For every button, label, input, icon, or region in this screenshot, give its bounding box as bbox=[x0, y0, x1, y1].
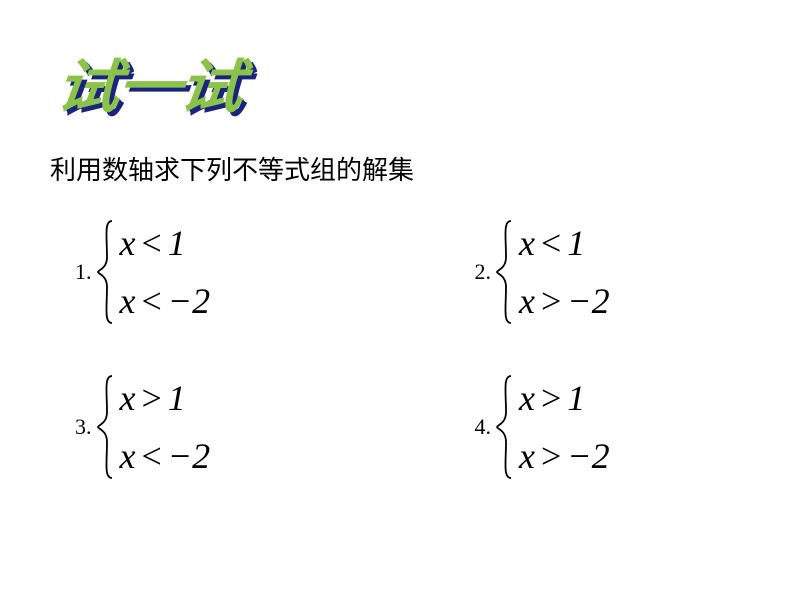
problem-4: 4. x>1 x>−2 bbox=[475, 372, 735, 482]
inequality-line: x>1 bbox=[120, 380, 211, 416]
rhs: −2 bbox=[567, 281, 609, 321]
left-brace-icon bbox=[94, 217, 116, 327]
instruction-text: 利用数轴求下列不等式组的解集 bbox=[50, 150, 744, 187]
variable: x bbox=[120, 378, 136, 418]
rhs: −2 bbox=[567, 436, 609, 476]
inequality-line: x<−2 bbox=[120, 283, 211, 319]
left-brace-icon bbox=[493, 217, 515, 327]
brace-group: x<1 x<−2 bbox=[94, 217, 211, 327]
title-front-text: 试一试 bbox=[53, 40, 246, 124]
problem-number: 1. bbox=[75, 259, 92, 285]
inequality-line: x>−2 bbox=[519, 283, 610, 319]
variable: x bbox=[120, 223, 136, 263]
variable: x bbox=[519, 223, 535, 263]
rhs: −2 bbox=[168, 436, 210, 476]
inequality-line: x<−2 bbox=[120, 438, 211, 474]
variable: x bbox=[120, 436, 136, 476]
operator: > bbox=[541, 436, 561, 476]
equation-stack: x>1 x<−2 bbox=[116, 372, 211, 482]
rhs: 1 bbox=[168, 223, 186, 263]
left-brace-icon bbox=[493, 372, 515, 482]
problem-number: 3. bbox=[75, 414, 92, 440]
operator: < bbox=[141, 436, 161, 476]
brace-group: x<1 x>−2 bbox=[493, 217, 610, 327]
operator: > bbox=[541, 281, 561, 321]
inequality-line: x>1 bbox=[519, 380, 610, 416]
problems-grid: 1. x<1 x<−2 2. bbox=[65, 217, 744, 482]
equation-stack: x<1 x>−2 bbox=[515, 217, 610, 327]
rhs: 1 bbox=[168, 378, 186, 418]
variable: x bbox=[519, 436, 535, 476]
problem-3: 3. x>1 x<−2 bbox=[75, 372, 395, 482]
inequality-line: x>−2 bbox=[519, 438, 610, 474]
brace-group: x>1 x>−2 bbox=[493, 372, 610, 482]
equation-stack: x<1 x<−2 bbox=[116, 217, 211, 327]
operator: > bbox=[541, 378, 561, 418]
brace-group: x>1 x<−2 bbox=[94, 372, 211, 482]
equation-stack: x>1 x>−2 bbox=[515, 372, 610, 482]
rhs: −2 bbox=[168, 281, 210, 321]
problem-2: 2. x<1 x>−2 bbox=[475, 217, 735, 327]
rhs: 1 bbox=[567, 223, 585, 263]
operator: < bbox=[141, 281, 161, 321]
operator: > bbox=[141, 378, 161, 418]
inequality-line: x<1 bbox=[519, 225, 610, 261]
variable: x bbox=[519, 378, 535, 418]
variable: x bbox=[120, 281, 136, 321]
operator: < bbox=[141, 223, 161, 263]
left-brace-icon bbox=[94, 372, 116, 482]
problem-number: 4. bbox=[475, 414, 492, 440]
problem-1: 1. x<1 x<−2 bbox=[75, 217, 395, 327]
rhs: 1 bbox=[567, 378, 585, 418]
operator: < bbox=[541, 223, 561, 263]
problem-number: 2. bbox=[475, 259, 492, 285]
variable: x bbox=[519, 281, 535, 321]
slide: 试一试 试一试 利用数轴求下列不等式组的解集 1. x<1 x<−2 bbox=[0, 0, 794, 596]
inequality-line: x<1 bbox=[120, 225, 211, 261]
